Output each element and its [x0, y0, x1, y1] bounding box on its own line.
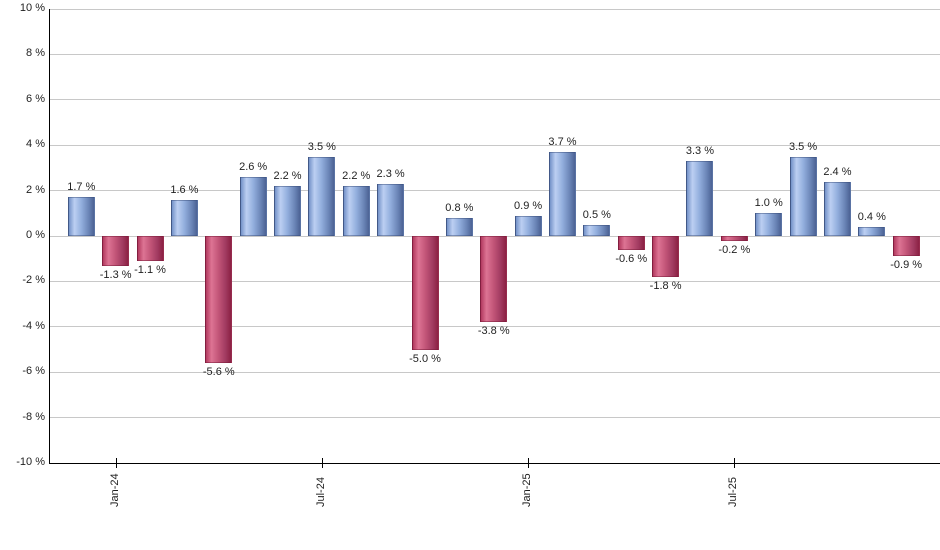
gridline-4pct [50, 144, 940, 146]
x-axis-tick [528, 458, 530, 468]
bar-3 [136, 236, 164, 261]
bar-13 [480, 236, 508, 323]
gridline--6pct [50, 371, 940, 373]
bar-value-label: 3.5 % [788, 140, 818, 153]
bar-1 [67, 197, 95, 236]
bar-value-label: 1.0 % [754, 197, 783, 210]
bar-2 [102, 236, 130, 266]
x-axis-tick [321, 458, 323, 468]
bar-value-label: 2.4 % [823, 165, 852, 178]
bar-value-label: -1.1 % [134, 263, 166, 276]
bar-17 [617, 236, 645, 250]
gridline--4pct [50, 326, 940, 328]
bar-value-label: 2.2 % [342, 170, 371, 183]
bar-value-label: 0.8 % [445, 201, 474, 214]
gridline-10pct [50, 8, 940, 10]
bar-25 [892, 236, 920, 257]
bar-value-label: 0.5 % [582, 208, 611, 221]
x-axis-tick [115, 458, 117, 468]
bar-23 [823, 181, 851, 236]
bar-value-label: 1.6 % [170, 183, 199, 196]
y-axis-tick-label: -6 % [22, 365, 45, 378]
x-axis-tick-label: Jul-25 [727, 477, 740, 507]
bar-value-label: 0.9 % [514, 199, 543, 212]
bar-21 [755, 213, 783, 236]
bar-4 [170, 199, 198, 236]
y-axis-tick-label: 6 % [26, 92, 45, 105]
y-axis-tick-label: -4 % [22, 319, 45, 332]
bar-value-label: -0.9 % [890, 259, 923, 272]
x-axis-tick-label: Jan-25 [521, 473, 534, 507]
bar-value-label: -3.8 % [477, 325, 510, 338]
bar-value-label: -1.3 % [99, 268, 132, 281]
y-axis-tick-label: -2 % [22, 274, 45, 287]
y-axis-tick-label: 2 % [26, 183, 45, 196]
gridline--8pct [50, 417, 940, 419]
bar-value-label: 2.3 % [376, 167, 405, 180]
bar-11 [411, 236, 439, 350]
bar-8 [308, 156, 336, 236]
gridline-8pct [50, 53, 940, 55]
bar-value-label: -0.2 % [718, 243, 751, 256]
bar-12 [445, 217, 473, 236]
x-axis-tick [734, 458, 736, 468]
bar-value-label: 3.7 % [548, 136, 577, 148]
bar-18 [652, 236, 680, 277]
bar-15 [548, 152, 576, 236]
y-axis-tick-label: 8 % [26, 47, 45, 60]
bar-19 [686, 161, 714, 236]
bar-value-label: 3.5 % [307, 140, 336, 153]
y-axis-tick-label: 10 % [19, 2, 45, 14]
y-axis-tick-label: -8 % [22, 410, 45, 423]
bar-value-label: -5.6 % [202, 366, 235, 379]
bar-value-label: -5.0 % [409, 352, 441, 365]
bar-value-label: 3.3 % [685, 145, 715, 158]
bar-value-label: 2.6 % [239, 160, 268, 173]
bar-value-label: 1.7 % [67, 181, 96, 194]
gridline-6pct [50, 99, 940, 101]
bar-20 [720, 236, 748, 241]
y-axis-tick-label: -10 % [16, 456, 45, 468]
bar-10 [377, 183, 405, 236]
bar-7 [274, 186, 302, 236]
bar-24 [858, 226, 886, 236]
bar-9 [342, 186, 370, 236]
bar-value-label: 0.4 % [857, 210, 886, 223]
bar-value-label: 2.2 % [273, 170, 302, 183]
bar-5 [205, 236, 233, 364]
y-axis-tick-label: 4 % [26, 138, 45, 151]
y-axis-tick-label: 0 % [26, 229, 45, 241]
bar-16 [583, 224, 611, 236]
bar-6 [239, 176, 267, 236]
plot-area: 1.7 % -1.3 % -1.1 % 1.6 % -5.6 % 2.6 % 2.2 % 3.… [49, 8, 940, 464]
gridline-2pct [50, 190, 940, 192]
x-axis-tick-label: Jul-24 [314, 477, 327, 507]
bar-value-label: -1.8 % [649, 279, 682, 292]
bar-22 [789, 156, 817, 236]
bar-14 [514, 215, 542, 236]
bar-value-label: -0.6 % [615, 252, 648, 265]
x-axis-tick-label: Jan-24 [108, 473, 121, 507]
